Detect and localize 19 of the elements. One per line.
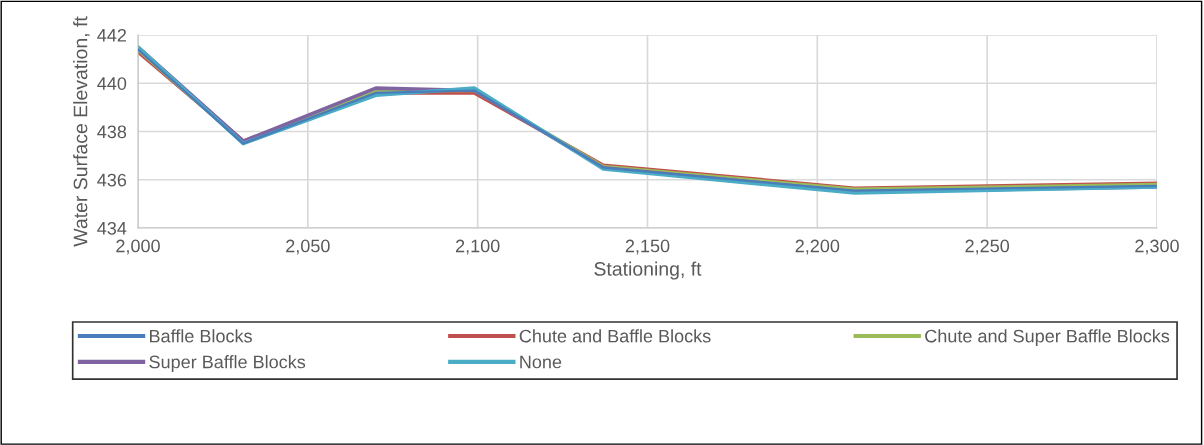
y-tick-label: 434: [97, 221, 127, 235]
x-tick-label: 2,300: [1135, 239, 1179, 255]
legend-label: Chute and Baffle Blocks: [519, 329, 711, 343]
y-axis-title: Water Surface Elevation, ft: [73, 16, 90, 247]
y-tick-label: 440: [97, 77, 127, 90]
legend-label: None: [520, 355, 562, 369]
x-tick-label: 2,000: [116, 239, 160, 255]
legend-label: Baffle Blocks: [150, 329, 252, 343]
y-tick-label: 442: [97, 28, 126, 42]
y-tick-label: 436: [97, 173, 127, 187]
x-tick-label: 2,100: [455, 239, 500, 255]
legend-label: Super Baffle Blocks: [149, 355, 306, 372]
x-tick-label: 2,150: [625, 239, 670, 255]
y-tick-label: 438: [97, 125, 127, 139]
x-tick-label: 2,200: [795, 239, 840, 255]
x-tick-label: 2,050: [286, 239, 330, 255]
x-axis-title: Stationing, ft: [594, 261, 702, 280]
x-tick-label: 2,250: [965, 239, 1010, 255]
legend-label: Chute and Super Baffle Blocks: [925, 329, 1170, 347]
